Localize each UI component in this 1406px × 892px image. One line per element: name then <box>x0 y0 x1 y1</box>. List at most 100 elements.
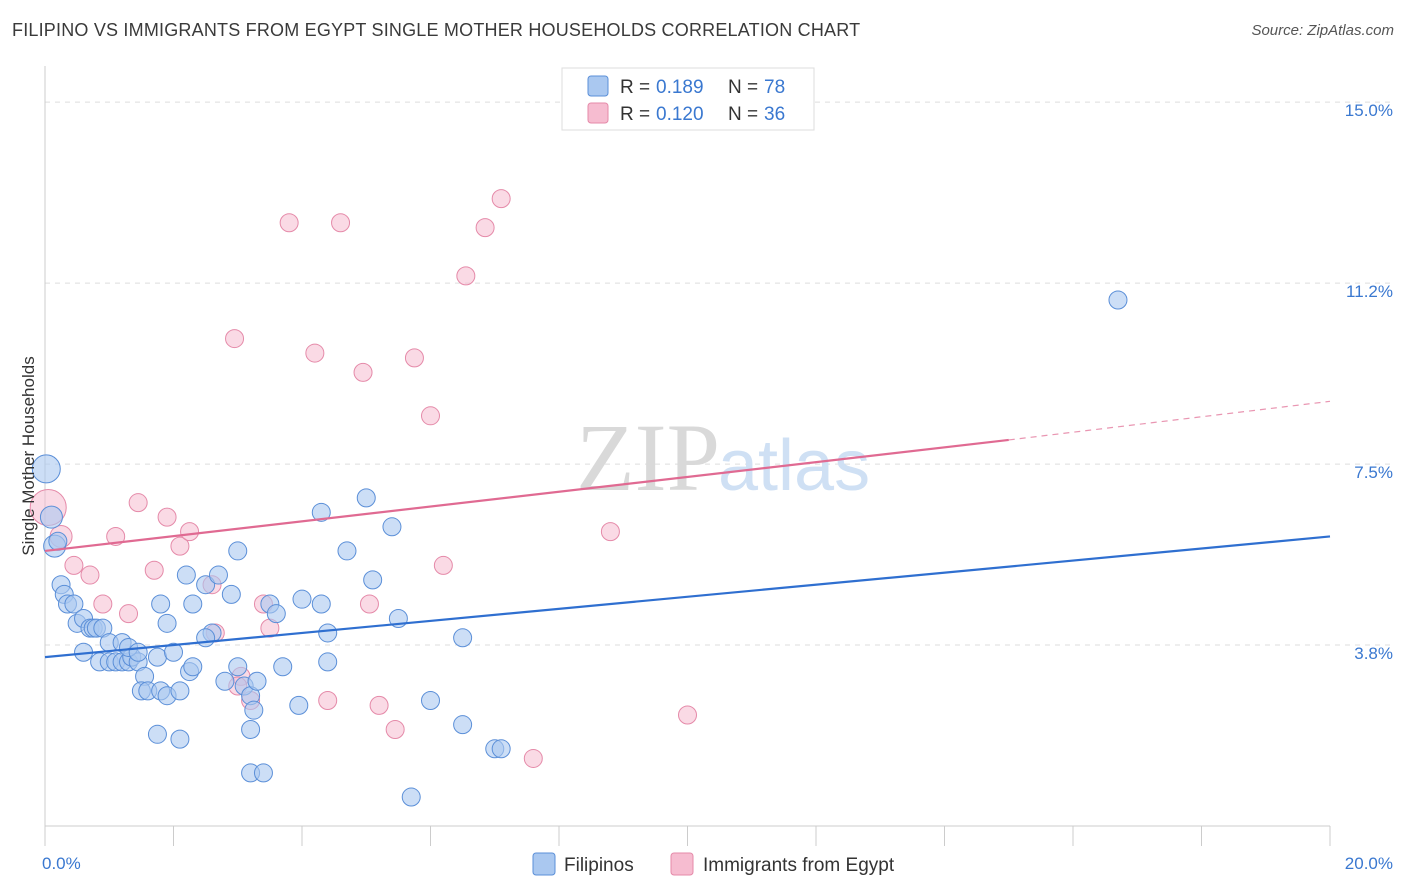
point-egypt <box>600 522 620 542</box>
point-filipinos <box>311 594 331 614</box>
point-filipinos <box>491 739 511 759</box>
point-filipinos <box>241 719 261 739</box>
top-legend: R = 0.189 N = 78 R = 0.120 N = 36 <box>561 67 815 131</box>
point-filipinos <box>157 613 177 633</box>
y-tick-label-0: 3.8% <box>1354 644 1393 663</box>
point-filipinos <box>292 589 312 609</box>
bottom-legend-swatch-egypt <box>670 852 694 876</box>
point-egypt <box>180 522 200 542</box>
point-filipinos <box>196 575 216 595</box>
point-filipinos <box>147 724 167 744</box>
point-egypt <box>359 594 379 614</box>
point-egypt <box>353 362 373 382</box>
point-filipinos <box>401 787 421 807</box>
point-filipinos <box>273 657 293 677</box>
point-egypt <box>106 526 126 546</box>
point-egypt <box>225 329 245 349</box>
point-filipinos <box>221 584 241 604</box>
bottom-legend: Filipinos Immigrants from Egypt <box>532 852 895 876</box>
point-egypt <box>64 555 84 575</box>
point-filipinos <box>421 691 440 711</box>
x-tick-label-1: 20.0% <box>1345 854 1393 873</box>
point-filipinos <box>170 681 190 701</box>
point-egypt <box>128 493 148 513</box>
point-filipinos <box>318 623 338 643</box>
bottom-legend-label-egypt: Immigrants from Egypt <box>703 855 895 876</box>
point-filipinos <box>164 642 183 662</box>
point-filipinos <box>318 652 338 672</box>
legend-n-label-1: N = <box>728 77 758 98</box>
point-filipinos <box>31 454 61 484</box>
point-filipinos <box>128 642 148 662</box>
trend-line-egypt-dashed <box>1008 400 1331 441</box>
point-filipinos <box>147 647 167 667</box>
point-filipinos <box>1108 290 1128 310</box>
point-egypt <box>157 507 177 527</box>
bottom-legend-label-filipinos: Filipinos <box>564 855 634 876</box>
trend-lines <box>44 400 1331 659</box>
point-egypt <box>318 691 338 711</box>
point-egypt <box>80 565 100 585</box>
series-filipinos-points <box>31 290 1128 807</box>
point-filipinos <box>196 628 216 648</box>
point-filipinos <box>48 531 68 551</box>
legend-n-value-1: 78 <box>764 77 785 98</box>
point-filipinos <box>253 763 273 783</box>
legend-r-value-2: 0.120 <box>656 104 704 125</box>
point-filipinos <box>266 604 286 624</box>
x-tick-label-0: 0.0% <box>42 854 81 873</box>
point-filipinos <box>228 657 248 677</box>
point-filipinos <box>183 594 203 614</box>
point-filipinos <box>247 671 267 691</box>
point-filipinos <box>215 671 235 691</box>
trend-line-filipinos <box>44 535 1331 659</box>
point-egypt <box>369 695 389 715</box>
point-filipinos <box>453 628 473 648</box>
legend-swatch-filipinos <box>587 75 609 97</box>
axes <box>44 66 1331 846</box>
grid-lines <box>45 101 1395 646</box>
point-egypt <box>404 348 424 368</box>
tick-labels: 3.8% 7.5% 11.2% 15.0% 0.0% 20.0% <box>42 101 1393 873</box>
y-tick-label-1: 7.5% <box>1354 463 1393 482</box>
watermark-zip: ZIP <box>576 404 720 511</box>
point-filipinos <box>311 502 331 522</box>
point-egypt <box>93 594 113 614</box>
point-egypt <box>119 604 139 624</box>
point-egypt <box>170 536 190 556</box>
point-filipinos <box>39 505 63 529</box>
source-label: Source: ZipAtlas.com <box>1251 22 1394 39</box>
legend-r-label-2: R = <box>620 104 650 125</box>
legend-swatch-egypt <box>587 102 609 124</box>
chart-title: FILIPINO VS IMMIGRANTS FROM EGYPT SINGLE… <box>12 20 861 40</box>
point-egypt <box>305 343 325 363</box>
point-filipinos <box>64 594 84 614</box>
legend-r-label-1: R = <box>620 77 650 98</box>
point-filipinos <box>382 517 402 537</box>
point-egypt <box>331 213 351 233</box>
legend-r-value-1: 0.189 <box>656 77 704 98</box>
point-egypt <box>279 213 299 233</box>
trend-line-egypt <box>44 438 1009 553</box>
point-filipinos <box>244 700 264 720</box>
point-filipinos <box>208 565 228 585</box>
point-filipinos <box>151 594 171 614</box>
point-filipinos <box>170 729 190 749</box>
point-egypt <box>523 748 543 768</box>
point-egypt <box>456 266 476 286</box>
point-egypt <box>491 189 511 209</box>
y-tick-label-3: 15.0% <box>1345 101 1393 120</box>
point-filipinos <box>337 541 357 561</box>
point-filipinos <box>183 657 203 677</box>
watermark-atlas: atlas <box>718 426 870 506</box>
bottom-legend-swatch-filipinos <box>532 852 556 876</box>
point-filipinos <box>289 695 309 715</box>
point-egypt <box>433 555 453 575</box>
y-axis-label: Single Mother Households <box>19 356 38 555</box>
point-filipinos <box>453 715 473 735</box>
point-egypt <box>421 406 440 426</box>
point-filipinos <box>176 565 196 585</box>
y-tick-label-2: 11.2% <box>1346 282 1393 301</box>
point-filipinos <box>228 541 248 561</box>
